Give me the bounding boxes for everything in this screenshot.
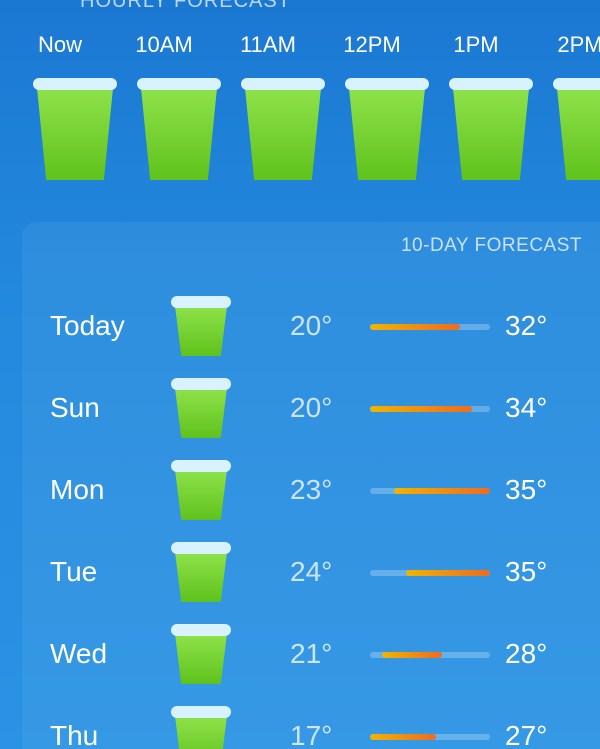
cup-icon (171, 460, 231, 520)
temp-range-fill (406, 570, 490, 576)
day-row: Thu 17° 27° (0, 706, 600, 749)
low-temp: 21° (290, 638, 333, 669)
cup-rim (345, 78, 429, 90)
cup-icon (449, 78, 533, 180)
cup-body (175, 634, 227, 684)
cup-body (349, 88, 425, 180)
cup-icon (33, 78, 117, 180)
temp-range-track (370, 406, 490, 412)
cup-body (37, 88, 113, 180)
hour-label: 10AM (135, 32, 193, 57)
day-name: Thu (50, 720, 99, 749)
hour-label: 12PM (343, 32, 401, 57)
temp-range-track (370, 324, 490, 330)
cup-rim (171, 624, 231, 636)
low-temp: 20° (290, 310, 333, 341)
high-temp: 28° (505, 638, 548, 669)
hour-label: 1PM (453, 32, 499, 57)
high-temp: 32° (505, 310, 548, 341)
cup-body (557, 88, 600, 180)
hourly-title: HOURLY FORECAST (80, 0, 291, 12)
cup-rim (171, 460, 231, 472)
temp-range-fill (370, 734, 436, 740)
high-temp: 27° (505, 720, 548, 749)
day-row: Sun 20° 34° (0, 378, 600, 438)
cup-body (175, 388, 227, 438)
cup-rim (553, 78, 600, 90)
cup-body (175, 470, 227, 520)
temp-range-fill (394, 488, 490, 494)
cup-body (175, 306, 227, 356)
cup-icon (171, 378, 231, 438)
cup-icon (345, 78, 429, 180)
day-row: Tue 24° 35° (0, 542, 600, 602)
cup-icon (171, 706, 231, 749)
hour-label: 2PM (557, 32, 600, 57)
low-temp: 17° (290, 720, 333, 749)
temp-range-fill (382, 652, 442, 658)
high-temp: 35° (505, 556, 548, 587)
high-temp: 35° (505, 474, 548, 505)
low-temp: 20° (290, 392, 333, 423)
cup-icon (137, 78, 221, 180)
daily-panel (22, 222, 600, 749)
cup-rim (171, 706, 231, 718)
temp-range-track (370, 652, 490, 658)
cup-rim (33, 78, 117, 90)
day-row: Mon 23° 35° (0, 460, 600, 520)
low-temp: 24° (290, 556, 333, 587)
day-row: Wed 21° 28° (0, 624, 600, 684)
cup-icon (553, 78, 600, 180)
daily-title: 10-DAY FORECAST (400, 235, 582, 256)
cup-rim (171, 542, 231, 554)
day-row: Today 20° 32° (0, 296, 600, 356)
cup-icon (171, 296, 231, 356)
temp-range-fill (370, 406, 472, 412)
day-name: Mon (50, 474, 105, 505)
cup-body (453, 88, 529, 180)
day-name: Wed (50, 638, 108, 669)
temp-range-track (370, 488, 490, 494)
cup-rim (449, 78, 533, 90)
cup-icon (241, 78, 325, 180)
high-temp: 34° (505, 392, 548, 423)
low-temp: 23° (290, 474, 333, 505)
cup-rim (171, 296, 231, 308)
temp-range-fill (370, 324, 460, 330)
hour-label: Now (37, 32, 82, 57)
cup-icon (171, 624, 231, 684)
cup-icon (171, 542, 231, 602)
cup-rim (241, 78, 325, 90)
day-name: Sun (50, 392, 100, 423)
hour-label: 11AM (240, 32, 296, 57)
cup-body (175, 716, 227, 749)
cup-body (245, 88, 321, 180)
temp-range-track (370, 734, 490, 740)
cup-rim (137, 78, 221, 90)
temp-range-track (370, 570, 490, 576)
cup-body (141, 88, 217, 180)
cup-body (175, 552, 227, 602)
day-name: Tue (50, 556, 98, 587)
day-name: Today (50, 310, 125, 341)
cup-rim (171, 378, 231, 390)
